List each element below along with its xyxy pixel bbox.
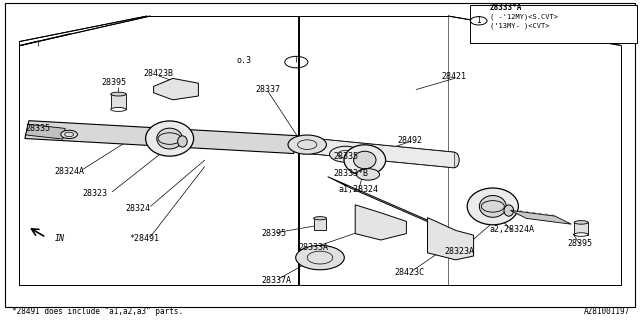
Polygon shape — [307, 138, 454, 168]
Text: 28333*B: 28333*B — [334, 169, 369, 178]
Text: A281001197: A281001197 — [584, 308, 630, 316]
Circle shape — [288, 135, 326, 154]
Text: 28324A: 28324A — [54, 167, 84, 176]
Text: 28423C: 28423C — [395, 268, 424, 277]
Text: 1: 1 — [476, 16, 481, 25]
Text: ('13MY- )<CVT>: ('13MY- )<CVT> — [490, 22, 549, 29]
Text: 28323A: 28323A — [445, 247, 474, 256]
Ellipse shape — [353, 151, 376, 169]
Text: 28492: 28492 — [397, 136, 422, 145]
Ellipse shape — [314, 217, 326, 220]
Text: 28335: 28335 — [333, 152, 358, 161]
Circle shape — [61, 130, 77, 139]
Polygon shape — [355, 205, 406, 240]
Text: 28395: 28395 — [567, 239, 593, 248]
Text: *28491: *28491 — [129, 234, 159, 243]
Polygon shape — [25, 121, 298, 154]
Text: 28395: 28395 — [261, 229, 287, 238]
Polygon shape — [314, 218, 326, 230]
Text: 28337: 28337 — [255, 85, 280, 94]
Ellipse shape — [302, 138, 312, 153]
Text: *28491 does include "a1,a2,a3" parts.: *28491 does include "a1,a2,a3" parts. — [12, 308, 182, 316]
Text: 28395: 28395 — [101, 78, 127, 87]
Text: 28324: 28324 — [125, 204, 150, 213]
Polygon shape — [154, 78, 198, 100]
Text: 28335: 28335 — [26, 124, 51, 133]
Ellipse shape — [344, 145, 385, 175]
Text: 28323: 28323 — [82, 189, 108, 198]
Circle shape — [296, 245, 344, 270]
Ellipse shape — [146, 121, 194, 156]
Circle shape — [330, 146, 362, 162]
Text: 28333*A: 28333*A — [490, 4, 522, 12]
Polygon shape — [328, 177, 450, 231]
Ellipse shape — [467, 188, 518, 225]
Text: IN: IN — [54, 234, 65, 243]
Ellipse shape — [504, 205, 514, 216]
Text: ( -'12MY)<S.CVT>: ( -'12MY)<S.CVT> — [490, 13, 557, 20]
Text: 28421: 28421 — [442, 72, 467, 81]
Ellipse shape — [111, 92, 126, 96]
Polygon shape — [428, 218, 474, 260]
Polygon shape — [26, 124, 65, 139]
Ellipse shape — [574, 233, 588, 236]
Ellipse shape — [449, 152, 460, 168]
Text: 28333A: 28333A — [299, 244, 328, 252]
Bar — [470, 5, 637, 43]
Polygon shape — [111, 94, 126, 109]
Polygon shape — [574, 222, 588, 235]
Text: o.3: o.3 — [236, 56, 252, 65]
Text: a1,28324: a1,28324 — [339, 185, 378, 194]
Ellipse shape — [479, 196, 506, 217]
Ellipse shape — [111, 108, 126, 111]
Ellipse shape — [177, 136, 187, 147]
Polygon shape — [510, 210, 572, 224]
Text: 28423B: 28423B — [144, 69, 173, 78]
Circle shape — [356, 169, 380, 180]
Text: a2,28324A: a2,28324A — [490, 225, 534, 234]
Text: 28337A: 28337A — [262, 276, 291, 285]
Ellipse shape — [574, 221, 588, 224]
Ellipse shape — [157, 128, 182, 149]
